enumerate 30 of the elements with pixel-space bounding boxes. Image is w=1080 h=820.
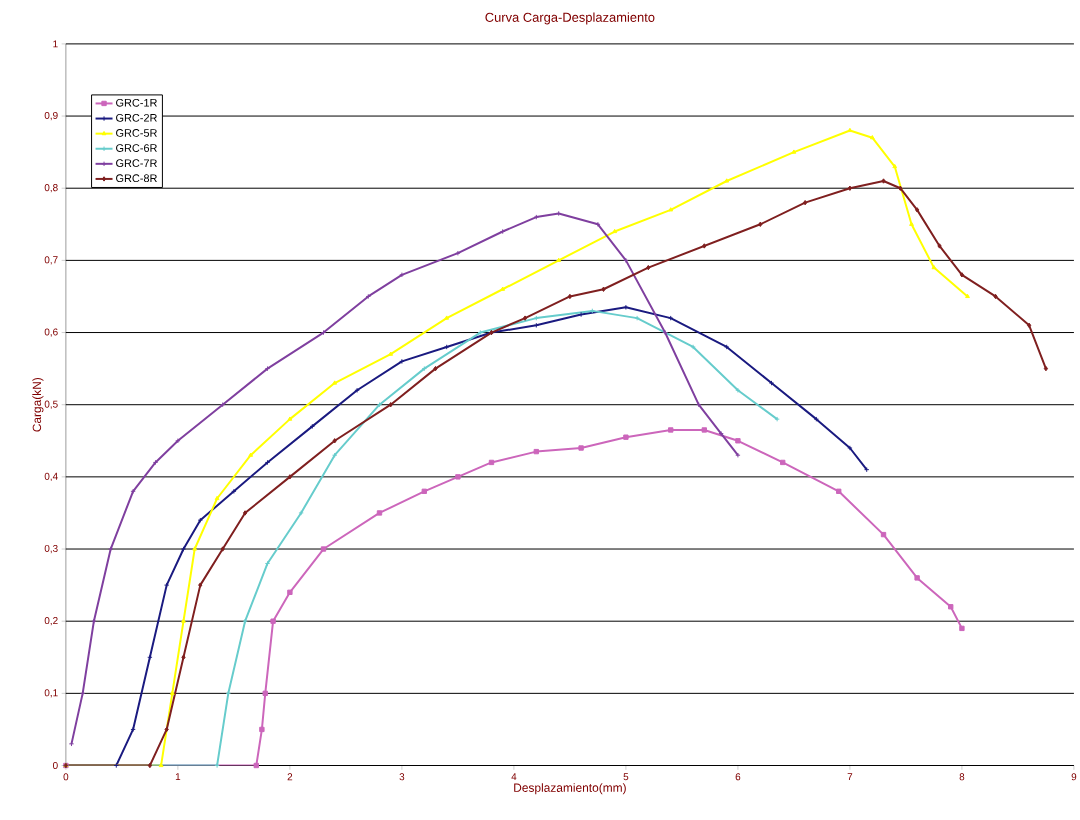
x-tick-label: 5 bbox=[623, 773, 629, 780]
x-tick-label: 1 bbox=[175, 773, 181, 780]
legend-label: GRC-5R bbox=[116, 128, 157, 137]
y-tick-label: 0,8 bbox=[44, 183, 58, 193]
y-tick-label: 0,2 bbox=[44, 616, 58, 626]
y-tick-label: 0,1 bbox=[44, 689, 58, 698]
x-tick-label: 2 bbox=[287, 773, 293, 781]
x-tick-label: 3 bbox=[399, 773, 405, 781]
x-tick-label: 7 bbox=[847, 773, 853, 780]
x-axis-title: Desplazamiento(mm) bbox=[514, 782, 626, 795]
y-tick-label: 0,7 bbox=[44, 256, 58, 265]
legend-label: GRC-2R bbox=[116, 113, 157, 122]
x-tick-label: 4 bbox=[511, 773, 517, 780]
legend-label: GRC-8R bbox=[116, 174, 157, 182]
x-tick-label: 8 bbox=[959, 773, 965, 781]
x-tick-label: 9 bbox=[1071, 773, 1077, 781]
x-tick-label: 6 bbox=[735, 773, 741, 781]
y-tick-label: 0,6 bbox=[44, 328, 58, 337]
y-axis-title: Carga(kN) bbox=[32, 377, 44, 432]
legend-label: GRC-7R bbox=[116, 159, 157, 167]
y-tick-label: 0,4 bbox=[44, 472, 58, 481]
y-tick-label: 1 bbox=[53, 40, 58, 48]
y-tick-label: 0 bbox=[52, 761, 58, 769]
y-tick-label: 0,3 bbox=[44, 544, 58, 553]
legend-label: GRC-1R bbox=[116, 98, 157, 107]
y-tick-label: 0,5 bbox=[44, 400, 58, 409]
y-tick-label: 0,9 bbox=[44, 111, 58, 120]
x-tick-label: 0 bbox=[63, 773, 69, 781]
legend-label: GRC-6R bbox=[116, 143, 157, 152]
chart-title: Curva Carga-Desplazamiento bbox=[485, 12, 655, 25]
